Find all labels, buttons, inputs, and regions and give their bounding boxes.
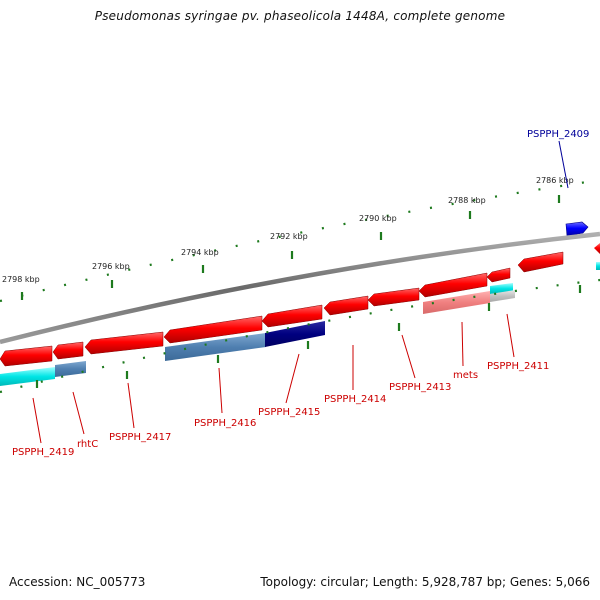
gene-arrow-pspph-2411b[interactable] (517, 251, 564, 273)
gene-arrow-pspph-2416[interactable] (163, 315, 263, 344)
gene-label-rhtc[interactable]: rhtC (77, 439, 98, 450)
feature-track (0, 283, 515, 386)
scale-label-2794: 2794 kbp (181, 248, 219, 257)
scale-major-ticks (20, 195, 561, 300)
leader-line (461, 321, 464, 367)
gene-arrow-mets[interactable] (418, 272, 488, 298)
leader-line (218, 367, 223, 414)
inner-tick-ring (0, 278, 600, 394)
leader-line (401, 334, 416, 379)
gene-arrow-edge[interactable] (594, 243, 600, 254)
scale-label-2790: 2790 kbp (359, 214, 397, 223)
gene-label-pspph-2411[interactable]: PSPPH_2411 (487, 361, 549, 372)
gene-arrow-pspph-2414[interactable] (323, 295, 369, 316)
reverse-strand-genes (0, 251, 564, 367)
leader-line (506, 313, 515, 358)
leader-line (72, 391, 85, 435)
feature-bar[interactable] (490, 290, 515, 302)
gene-label-pspph-2415[interactable]: PSPPH_2415 (258, 407, 320, 418)
gene-arrow-rhtc[interactable] (52, 341, 84, 360)
gene-label-pspph-2414[interactable]: PSPPH_2414 (324, 394, 386, 405)
scale-label-2786: 2786 kbp (536, 176, 574, 185)
accession-text: Accession: NC_005773 (9, 575, 146, 589)
gene-arrow-pspph-2417[interactable] (84, 331, 164, 355)
leader-line (127, 382, 135, 429)
inner-major-ticks (35, 285, 582, 388)
feature-bar[interactable] (0, 367, 55, 386)
gene-label-pspph-2416[interactable]: PSPPH_2416 (194, 418, 256, 429)
gene-arrow-pspph-2409[interactable] (565, 221, 589, 237)
leader-line-forward (558, 140, 569, 189)
gene-arrow-pspph-2413[interactable] (367, 287, 420, 307)
label-leaders (32, 313, 515, 444)
feature-bar[interactable] (265, 321, 325, 347)
gene-arrow-pspph-2411[interactable] (486, 267, 511, 283)
feature-bar[interactable] (55, 361, 86, 377)
gene-label-mets[interactable]: mets (453, 370, 478, 381)
genome-backbone (0, 231, 600, 345)
scale-label-2788: 2788 kbp (448, 196, 486, 205)
gene-arrow-pspph-2419[interactable] (0, 345, 53, 367)
feature-bar[interactable] (165, 333, 266, 361)
gene-label-pspph-2419[interactable]: PSPPH_2419 (12, 447, 74, 458)
scale-label-2796: 2796 kbp (92, 262, 130, 271)
leader-line (285, 353, 300, 404)
gene-label-pspph-2413[interactable]: PSPPH_2413 (389, 382, 451, 393)
gene-label-pspph-2417[interactable]: PSPPH_2417 (109, 432, 171, 443)
gene-sub-edge (596, 262, 600, 270)
leader-line (32, 397, 42, 444)
genome-title: Pseudomonas syringae pv. phaseolicola 14… (94, 9, 506, 23)
feature-bar[interactable] (423, 291, 490, 314)
genome-summary-text: Topology: circular; Length: 5,928,787 bp… (260, 575, 590, 589)
gene-arrow-pspph-2415[interactable] (261, 304, 323, 328)
gene-label-pspph-2409[interactable]: PSPPH_2409 (527, 129, 589, 140)
scale-label-2798: 2798 kbp (2, 275, 40, 284)
scale-label-2792: 2792 kbp (270, 232, 308, 241)
